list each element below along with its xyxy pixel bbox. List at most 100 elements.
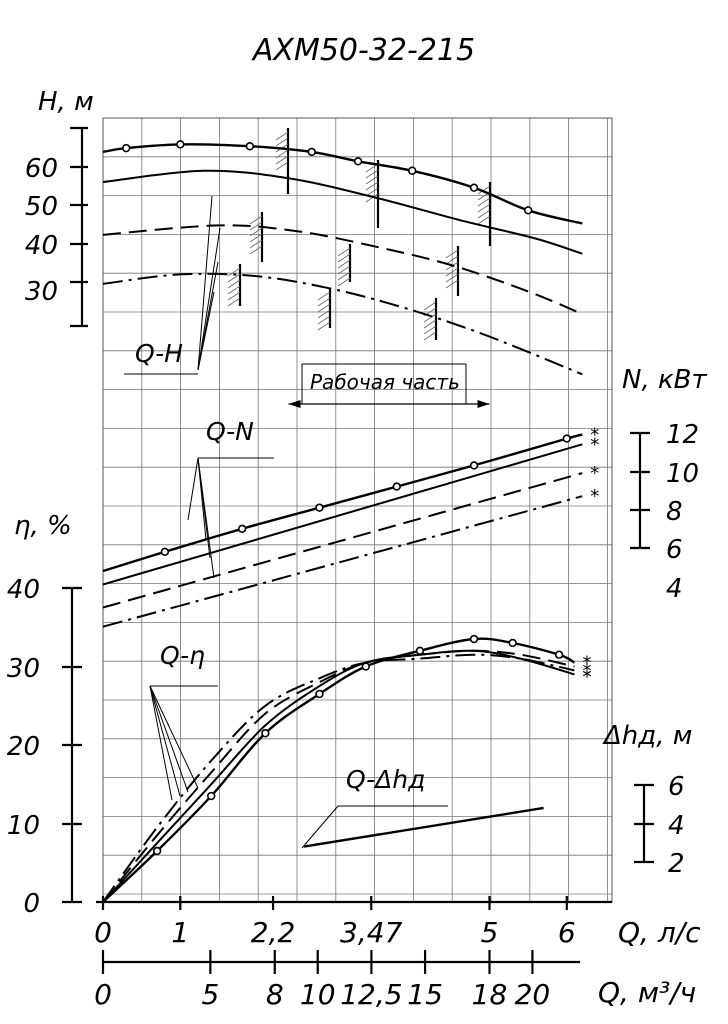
zone-hatch-stroke <box>423 319 437 329</box>
curve-marker-point <box>160 547 170 557</box>
h-axis-label: H, м <box>38 87 94 117</box>
zone-hatch-stroke <box>317 297 331 307</box>
zone-hatch-stroke <box>477 185 491 195</box>
zone-hatch-stroke <box>337 247 351 257</box>
zone-hatch-stroke <box>317 291 331 301</box>
x-axis-label-secondary-text: Q, м³/ч <box>598 976 696 1009</box>
curve-qh-dashed <box>102 224 583 315</box>
n-tick-label: 8 <box>666 497 683 527</box>
zone-hatch-stroke <box>445 279 459 289</box>
curve-marker-point <box>207 791 216 801</box>
zone-hatch-stroke <box>477 203 491 213</box>
h-tick-label: 30 <box>25 277 58 307</box>
chart-curves: ******** <box>102 140 599 903</box>
curve-marker-point <box>408 166 417 175</box>
curve-qh-solid-markers <box>102 143 583 225</box>
zone-hatch-stroke <box>445 255 459 265</box>
curve-marker-point <box>307 147 316 157</box>
zone-hatch-stroke <box>317 309 331 319</box>
npsh-axis-label: Δhд, м <box>602 721 692 751</box>
curve-end-asterisk: * <box>590 463 599 484</box>
label-leader-line <box>187 457 199 521</box>
curve-marker-point <box>392 482 401 491</box>
eta-tick-label: 30 <box>7 654 40 684</box>
zone-hatch-stroke <box>249 215 263 225</box>
x-secondary-tick-label: 15 <box>407 978 443 1011</box>
x-secondary-tick-label: 5 <box>201 978 219 1011</box>
x-secondary-tick-label: 12,5 <box>340 978 402 1011</box>
eta-axis-label: η, % <box>14 511 72 541</box>
x-primary-tick-label: 6 <box>558 916 576 949</box>
zone-hatch-stroke <box>227 273 241 283</box>
eta-tick-label: 0 <box>23 889 40 919</box>
curve-q-dash-dot <box>102 653 575 903</box>
zone-hatch-stroke <box>249 233 263 243</box>
curve-label-qnpsh: Q-Δhд <box>346 765 425 794</box>
zone-hatch-stroke <box>337 253 351 263</box>
zone-hatch-stroke <box>445 267 459 277</box>
curve-end-asterisk: * <box>583 653 592 674</box>
x-primary-tick-label: 0 <box>94 916 112 949</box>
curve-marker-point <box>469 461 479 470</box>
n-tick-label: 12 <box>666 420 699 450</box>
x-primary-tick-label: 1 <box>171 916 189 949</box>
eta-tick-label: 20 <box>7 732 40 762</box>
zone-hatch-stroke <box>477 197 491 207</box>
zone-hatch-stroke <box>365 169 379 179</box>
curve-q-dashed <box>102 649 575 903</box>
curve-end-asterisk: * <box>590 425 599 446</box>
curve-marker-point <box>415 646 425 655</box>
chart-title: АХМ50-32-215 <box>251 33 475 68</box>
zone-hatch-stroke <box>227 285 241 295</box>
zone-hatch-stroke <box>249 221 263 231</box>
curve-label-qh: Q-H <box>135 339 183 368</box>
zone-hatch-stroke <box>337 259 351 269</box>
curve-end-asterisk: * <box>590 486 599 507</box>
curve-marker-point <box>315 503 324 512</box>
zone-hatch-stroke <box>337 271 351 281</box>
zone-hatch-stroke <box>317 303 331 313</box>
label-leader-line <box>301 805 339 849</box>
curve-label-qeta: Q-η <box>160 641 205 670</box>
zone-hatch-stroke <box>365 187 379 197</box>
curve-marker-point <box>315 689 324 699</box>
curve-q-solid <box>102 649 575 903</box>
zone-hatch-stroke <box>227 267 241 277</box>
x-secondary-tick-label: 10 <box>300 978 336 1011</box>
label-leader-line <box>149 685 181 797</box>
zone-hatch-stroke <box>477 209 491 219</box>
curve-marker-point <box>554 650 564 659</box>
label-leader-line <box>149 685 173 801</box>
curve-marker-point <box>469 183 479 192</box>
label-leader-line <box>197 291 215 371</box>
curve-marker-point <box>237 524 247 533</box>
zone-hatch-stroke <box>275 137 289 147</box>
zone-hatch-stroke <box>445 273 459 283</box>
x-primary-tick-label: 2,2 <box>251 916 296 949</box>
curve-marker-point <box>176 140 185 149</box>
n-tick-label: 4 <box>666 574 683 604</box>
chart-grid <box>102 117 613 903</box>
curve-qn-solid-markers <box>102 433 583 573</box>
zone-hatch-stroke <box>275 161 289 171</box>
zone-hatch-stroke <box>423 301 437 311</box>
zone-hatch-stroke <box>365 193 379 203</box>
zone-hatch-stroke <box>227 291 241 301</box>
zone-hatch-stroke <box>337 277 351 287</box>
working-range-label: Рабочая часть <box>310 370 460 394</box>
zone-hatch-stroke <box>365 181 379 191</box>
zone-hatch-stroke <box>337 265 351 275</box>
working-range-arrowhead-left <box>288 400 301 408</box>
chart-axes <box>62 126 654 974</box>
eta-tick-label: 40 <box>7 575 40 605</box>
curve-label-qn: Q-N <box>206 417 254 446</box>
curve-marker-point <box>353 157 363 166</box>
curve-qh-solid <box>102 169 583 255</box>
npsh-tick-label: 2 <box>668 849 685 879</box>
h-tick-label: 40 <box>25 231 58 261</box>
curve-marker-point <box>562 434 571 443</box>
zone-hatch-stroke <box>227 279 241 289</box>
h-tick-label: 60 <box>25 154 58 184</box>
curve-q-solid-markers <box>102 637 576 903</box>
